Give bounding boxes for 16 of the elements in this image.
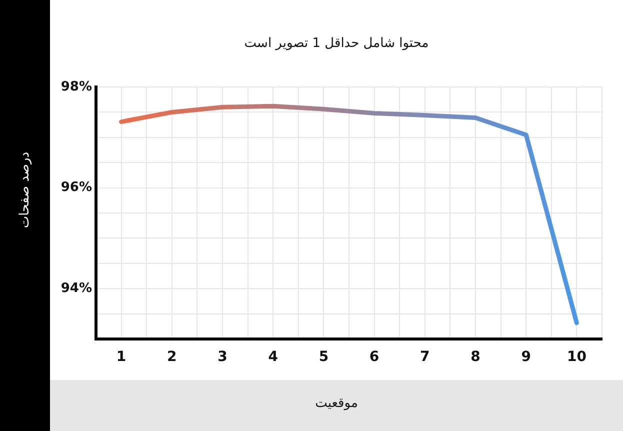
- y-axis-title: درصد صفحات: [18, 152, 32, 228]
- chart-title: محتوا شامل حداقل 1 تصویر است: [243, 36, 430, 51]
- x-tick-label: 6: [369, 349, 380, 366]
- x-tick-label: 3: [218, 349, 228, 366]
- x-tick-label: 10: [566, 349, 587, 366]
- x-tick-label: 2: [167, 349, 177, 366]
- y-tick-label: 96%: [60, 180, 92, 196]
- y-tick-label: 94%: [60, 280, 92, 296]
- x-tick-label: 1: [116, 349, 126, 366]
- x-axis-title: موقعیت: [314, 396, 359, 411]
- x-tick-label: 8: [470, 349, 480, 366]
- x-tick-label: 5: [318, 349, 329, 366]
- x-tick-label: 7: [420, 349, 430, 366]
- y-tick-label: 98%: [60, 79, 92, 94]
- x-tick-label: 9: [521, 349, 531, 366]
- x-tick-label: 4: [268, 349, 278, 366]
